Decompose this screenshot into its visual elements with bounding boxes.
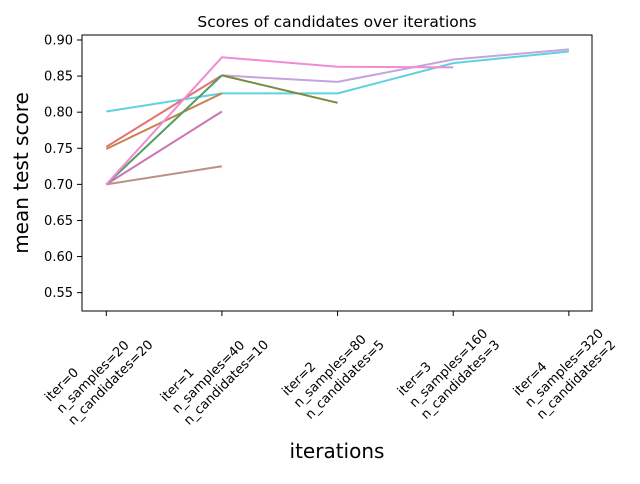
series-line-candidate-rosybrown <box>106 165 223 186</box>
chart-title: Scores of candidates over iterations <box>197 13 476 31</box>
series-line-candidate-plum <box>221 48 569 83</box>
x-tick-label: iter=4n_samples=320n_candidates=2 <box>511 314 619 422</box>
y-tick-label: 0.90 <box>44 33 73 48</box>
plot-series <box>105 48 569 186</box>
plot-border <box>81 34 593 312</box>
y-tick-label: 0.65 <box>44 214 73 229</box>
x-tick-label: iter=0n_samples=20n_candidates=20 <box>42 314 156 428</box>
series-line-candidate-pink <box>105 56 454 186</box>
series-line-candidate-orchid <box>105 110 223 186</box>
y-tick-label: 0.55 <box>44 286 73 301</box>
x-axis-label: iterations <box>290 439 385 463</box>
y-tick-label: 0.70 <box>44 178 73 193</box>
x-tick-label: iter=1n_samples=40n_candidates=10 <box>158 314 272 428</box>
series-line-candidate-green <box>105 74 223 186</box>
x-tick-label: iter=2n_samples=80n_candidates=5 <box>279 314 387 422</box>
y-tick-label: 0.85 <box>44 70 73 85</box>
y-tick-label: 0.75 <box>44 142 73 157</box>
series-line-candidate-salmon <box>105 74 223 148</box>
y-axis-label: mean test score <box>9 92 33 254</box>
x-tick-label: iter=3n_samples=160n_candidates=3 <box>395 314 503 422</box>
series-line-candidate-olive <box>221 74 338 104</box>
y-tick-label: 0.60 <box>44 250 73 265</box>
y-tick-label: 0.80 <box>44 106 73 121</box>
